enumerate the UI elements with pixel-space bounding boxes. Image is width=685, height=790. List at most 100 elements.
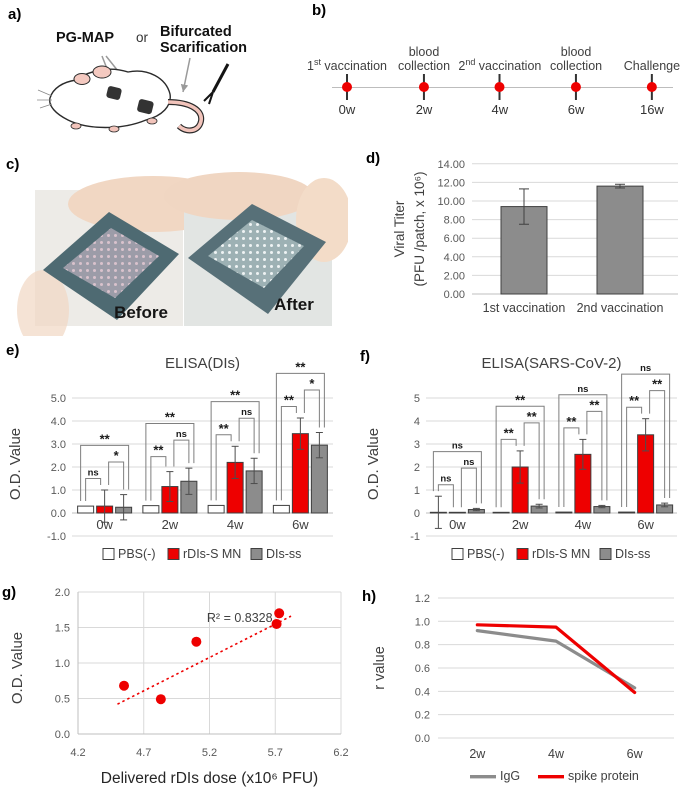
bar [596, 185, 644, 295]
r-squared-annotation: R² = 0.8328 [207, 611, 273, 625]
panel-g-dose-scatter-chart: 0.0 0.5 1.0 1.5 2.0 4.2 4.7 5.2 5.7 6.2 R² = 0.832… [0, 580, 358, 788]
legend-swatch [250, 548, 263, 560]
mouse-tail-outline [167, 99, 205, 134]
line-series [475, 629, 637, 690]
timeline-tick [341, 74, 352, 100]
significance-bracket [85, 478, 102, 502]
panel-label-g: g) [2, 584, 17, 601]
significance-bracket [173, 439, 190, 467]
x-category-label: 4w [575, 517, 592, 532]
chart-f-svg: -1 0 1 2 3 4 5 ELISA(SARS-CoV-2) O.D. Value 0w 2w 4… [365, 355, 677, 561]
significance-label: ** [165, 410, 176, 425]
x-category-label: 4w [548, 747, 565, 761]
significance-label: ** [566, 414, 577, 429]
microneedle-patch-on-mouse [137, 99, 154, 115]
photo-after-label: After [274, 295, 314, 314]
chart-title: ELISA(SARS-CoV-2) [481, 355, 621, 372]
significance-label: ns [241, 407, 252, 418]
significance-bracket [145, 423, 195, 501]
significance-bracket [280, 406, 297, 501]
x-tick-label: 4.7 [136, 747, 151, 759]
chart-e-svg: -1.0 0.0 1.0 2.0 3.0 4.0 5.0 ELISA(DIs) O.D. Val… [7, 355, 333, 561]
y-tick-label: 2 [414, 462, 420, 474]
y-tick-label: 0.0 [55, 729, 70, 741]
bar [555, 511, 573, 514]
y-tick-label: 0.2 [415, 710, 430, 722]
panel-b-timeline: 1st vaccination 0w blood collection 2w 2nd va… [300, 5, 685, 135]
legend-label: IgG [500, 769, 520, 783]
significance-bracket [500, 438, 517, 508]
significance-bracket [108, 461, 125, 490]
panel-f-elisa-sars-cov-2-chart: -1 0 1 2 3 4 5 ELISA(SARS-CoV-2) O.D. Value 0w 2w 4… [340, 346, 685, 582]
legend-swatch [102, 548, 115, 560]
bar [207, 504, 225, 514]
panel-e-elisa-dis-chart: -1.0 0.0 1.0 2.0 3.0 4.0 5.0 ELISA(DIs) O.D. Val… [0, 346, 348, 582]
legend-label: PBS(-) [118, 547, 156, 561]
bifurcated-needle-prongs [203, 91, 214, 105]
significance-label: ** [153, 443, 164, 458]
timeline-week-label: 0w [338, 102, 356, 117]
significance-label: ** [629, 393, 640, 408]
panel-label-c: c) [6, 156, 20, 173]
significance-bracket [210, 401, 260, 501]
timeline-dot [419, 82, 429, 92]
panel-label-e: e) [6, 342, 20, 359]
timeline-event-label: 1st vaccination [306, 56, 387, 73]
microneedle-dots [208, 220, 304, 288]
y-tick-label: 2.00 [444, 270, 465, 282]
timeline-dot [571, 82, 582, 92]
significance-label: ** [100, 431, 111, 446]
legend-label: spike protein [568, 769, 639, 783]
significance-bracket [275, 372, 325, 501]
timeline-tick [571, 74, 582, 100]
y-tick-label: 0.4 [415, 686, 430, 698]
legend-label: DIs-ss [266, 547, 301, 561]
microneedle-dots [63, 228, 159, 298]
bifurcated-needle-handle [211, 63, 230, 93]
significance-bracket [495, 405, 545, 508]
x-category-label: 4w [227, 517, 244, 532]
x-category-label: 0w [96, 517, 113, 532]
panel-h-r-value-chart: 0.0 0.2 0.4 0.6 0.8 1.0 1.2 2w 4w 6w r value IgG spi… [358, 582, 685, 788]
panel-label-d: d) [366, 150, 381, 167]
panel-label-a: a) [8, 6, 22, 23]
significance-label: ** [230, 388, 241, 403]
y-axis-title: (PFU /patch, x 10⁶) [412, 171, 427, 286]
timeline-event-label: blood collection [397, 45, 451, 73]
x-category-label: 1st vaccination [483, 301, 566, 315]
legend-label: rDIs-S MN [532, 547, 590, 561]
bar [492, 511, 510, 514]
y-tick-label: 6.00 [444, 233, 465, 245]
significance-bracket [586, 410, 603, 501]
significance-bracket [150, 456, 167, 501]
method-scarification-label-line1: Bifurcated [160, 24, 232, 40]
y-tick-label: 1.2 [415, 593, 430, 605]
bar [272, 504, 290, 514]
y-tick-label: 1.0 [55, 658, 70, 670]
method-pg-map-label: PG-MAP [56, 30, 114, 46]
significance-bracket [621, 373, 671, 508]
x-tick-label: 5.2 [202, 747, 217, 759]
bar [77, 505, 95, 514]
y-tick-label: 0.5 [55, 694, 70, 706]
significance-bracket [437, 484, 454, 508]
data-point [119, 680, 130, 691]
timeline-event: 1st vaccination 0w [307, 31, 387, 117]
legend-swatch [516, 548, 529, 560]
significance-label: ns [577, 384, 588, 395]
y-tick-label: 4.00 [444, 252, 465, 264]
x-category-label: 2w [162, 517, 179, 532]
significance-bracket [460, 467, 477, 508]
chart-d-svg: 0.00 2.00 4.00 6.00 8.00 10.00 12.00 14.00 Viral… [392, 159, 678, 315]
legend-label: DIs-ss [615, 547, 650, 561]
timeline-tick [419, 74, 429, 100]
line-series [475, 623, 637, 695]
y-axis-title: Viral Titer [392, 200, 407, 257]
arrow-to-tail [180, 57, 191, 93]
panel-label-h: h) [362, 588, 377, 605]
timeline-dot [341, 82, 352, 92]
significance-bracket [432, 451, 482, 504]
y-tick-label: 0.0 [51, 508, 66, 520]
timeline-week-label: 2w [415, 102, 433, 117]
